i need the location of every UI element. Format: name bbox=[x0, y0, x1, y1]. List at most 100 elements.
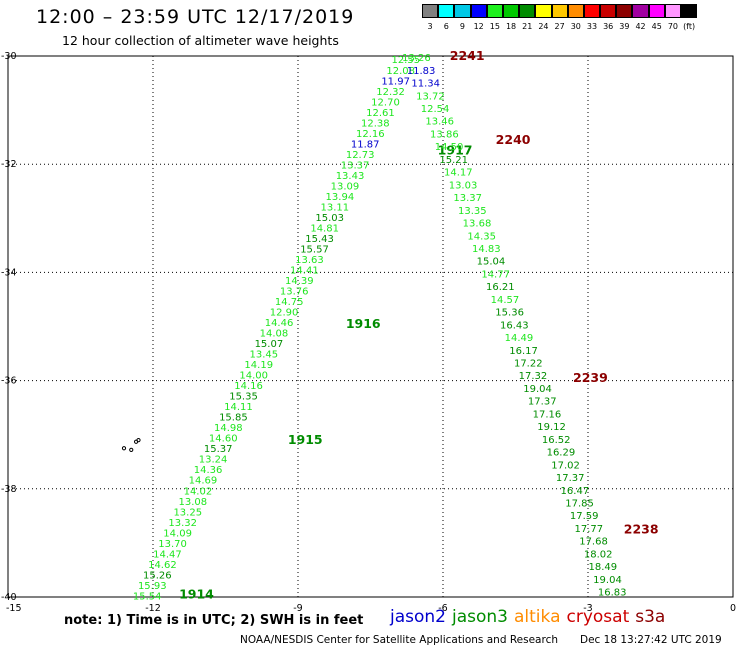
wave-height-value: 12.55 bbox=[391, 55, 420, 66]
legend-label: 15 bbox=[489, 22, 500, 31]
wave-height-value: 17.77 bbox=[575, 524, 604, 535]
y-tick-label: -38 bbox=[1, 484, 17, 495]
legend-entry: 36 bbox=[600, 4, 617, 31]
legend-label: 24 bbox=[538, 22, 549, 31]
legend-label: 33 bbox=[586, 22, 598, 31]
wave-height-value: 14.46 bbox=[265, 318, 294, 329]
satellite-legend: jason2 jason3 altika cryosat s3a bbox=[390, 607, 671, 627]
wave-height-value: 14.41 bbox=[290, 265, 319, 276]
legend-entry: 30 bbox=[567, 4, 584, 31]
wave-height-value: 11.87 bbox=[351, 139, 380, 150]
wave-height-value: 14.02 bbox=[184, 486, 213, 497]
satellite-name: altika bbox=[514, 607, 561, 627]
legend-label: 36 bbox=[603, 22, 614, 31]
y-tick-label: -36 bbox=[1, 376, 17, 387]
wave-height-value: 11.34 bbox=[411, 79, 440, 90]
wave-height-value: 14.81 bbox=[310, 223, 339, 234]
x-tick-label: -15 bbox=[6, 603, 22, 614]
legend-swatch bbox=[600, 4, 617, 18]
credit-text: NOAA/NESDIS Center for Satellite Applica… bbox=[240, 634, 558, 646]
legend-entry: 18 bbox=[502, 4, 520, 31]
time-label: 1917 bbox=[438, 143, 473, 158]
wave-height-value: 15.03 bbox=[315, 213, 344, 224]
island-marker bbox=[129, 447, 134, 452]
satellite-name: cryosat bbox=[566, 607, 630, 627]
color-legend: 3 6 9 12 15 18 21 24 27 30 33 36 39 42 45 70 (ft) bbox=[422, 4, 698, 31]
wave-height-value: 14.00 bbox=[239, 371, 268, 382]
wave-height-value: 16.47 bbox=[561, 486, 590, 497]
wave-height-value: 18.02 bbox=[584, 549, 613, 560]
timestamp: Dec 18 13:27:42 UTC 2019 bbox=[580, 634, 722, 646]
wave-height-value: 19.04 bbox=[593, 575, 622, 586]
wave-height-value: 15.35 bbox=[229, 392, 258, 403]
chart-subtitle: 12 hour collection of altimeter wave hei… bbox=[62, 33, 339, 48]
legend-label: 45 bbox=[651, 22, 662, 31]
legend-label: 70 bbox=[667, 22, 678, 31]
wave-height-value: 15.93 bbox=[138, 581, 167, 592]
plot-frame bbox=[7, 55, 734, 598]
wave-height-value: 13.08 bbox=[179, 497, 208, 508]
wave-height-value: 14.83 bbox=[472, 244, 501, 255]
satellite-name: s3a bbox=[635, 607, 666, 627]
legend-entry: 6 bbox=[438, 4, 455, 31]
wave-height-value: 14.19 bbox=[244, 360, 273, 371]
legend-entry: 27 bbox=[551, 4, 568, 31]
wave-height-value: 14.39 bbox=[285, 276, 314, 287]
legend-entry: 9 bbox=[454, 4, 471, 31]
legend-label: 27 bbox=[554, 22, 565, 31]
wave-height-value: 13.86 bbox=[430, 129, 459, 140]
wave-height-value: 13.70 bbox=[158, 539, 187, 550]
wave-height-value: 14.62 bbox=[148, 560, 177, 571]
wave-height-value: 17.32 bbox=[519, 371, 548, 382]
wave-height-value: 14.35 bbox=[467, 231, 496, 242]
wave-height-value: 15.26 bbox=[143, 570, 172, 581]
wave-height-value: 17.22 bbox=[514, 359, 543, 370]
wave-height-value: 17.68 bbox=[579, 537, 608, 548]
x-tick-label: -6 bbox=[438, 603, 447, 614]
wave-height-value: 12.32 bbox=[376, 87, 405, 98]
legend-swatch bbox=[681, 4, 698, 18]
wave-height-value: 13.24 bbox=[199, 455, 228, 466]
legend-swatch bbox=[567, 4, 584, 18]
legend-swatch bbox=[664, 4, 681, 18]
legend-swatch bbox=[648, 4, 665, 18]
legend-entry: 3 bbox=[422, 4, 439, 31]
legend-entry: 70 bbox=[664, 4, 681, 31]
wave-height-value: 13.09 bbox=[331, 181, 360, 192]
wave-height-value: 13.35 bbox=[458, 206, 487, 217]
wave-height-value: 12.73 bbox=[346, 150, 375, 161]
x-tick-label: -9 bbox=[293, 603, 302, 614]
legend-label: 9 bbox=[459, 22, 466, 31]
legend-swatch bbox=[502, 4, 520, 18]
wave-height-value: 13.26 bbox=[402, 53, 431, 64]
wave-height-value: 12.61 bbox=[366, 108, 395, 119]
wave-height-value: 14.36 bbox=[194, 465, 223, 476]
wave-height-value: 14.47 bbox=[153, 549, 182, 560]
wave-height-value: 14.60 bbox=[209, 434, 238, 445]
legend-label: 12 bbox=[473, 22, 484, 31]
time-label: 2241 bbox=[450, 48, 485, 63]
legend-swatch bbox=[470, 4, 487, 18]
x-tick-label: 0 bbox=[730, 603, 736, 614]
wave-height-value: 12.08 bbox=[386, 66, 415, 77]
wave-height-value: 11.83 bbox=[407, 66, 436, 77]
legend-swatch bbox=[438, 4, 455, 18]
island-marker bbox=[133, 439, 139, 444]
wave-height-value: 17.59 bbox=[570, 511, 599, 522]
legend-label: 42 bbox=[635, 22, 646, 31]
legend-swatch bbox=[422, 4, 439, 18]
time-label: 1916 bbox=[346, 316, 381, 331]
wave-height-value: 13.37 bbox=[453, 193, 482, 204]
legend-entry: 12 bbox=[470, 4, 487, 31]
wave-height-value: 14.49 bbox=[505, 333, 534, 344]
legend-entry: 39 bbox=[616, 4, 633, 31]
legend-entry: 45 bbox=[648, 4, 665, 31]
legend-swatch bbox=[616, 4, 633, 18]
legend-label: (ft) bbox=[683, 22, 696, 31]
satellite-name: jason2 bbox=[390, 607, 446, 627]
wave-height-value: 15.43 bbox=[305, 234, 334, 245]
wave-height-value: 11.97 bbox=[381, 76, 410, 87]
wave-height-value: 13.72 bbox=[416, 91, 445, 102]
wave-height-value: 13.03 bbox=[449, 180, 478, 191]
